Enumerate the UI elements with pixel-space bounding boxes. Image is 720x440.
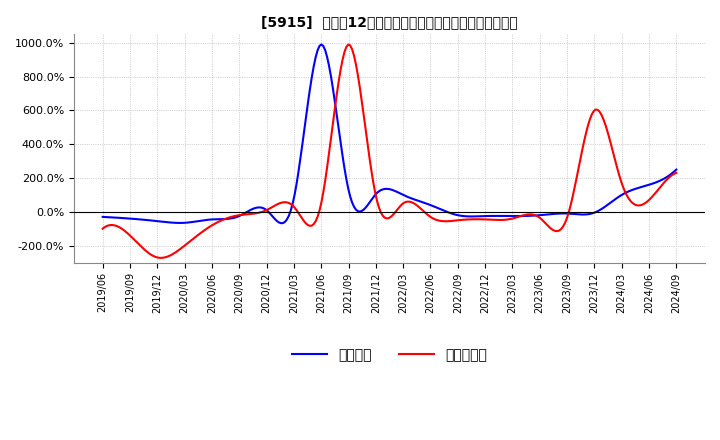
Line: 当期純利益: 当期純利益 — [103, 44, 676, 258]
経常利益 — [672, 167, 680, 172]
当期純利益 — [622, 192, 631, 197]
当期純利益 — [442, 219, 451, 224]
Line: 経常利益: 経常利益 — [103, 44, 676, 223]
経常利益 — [100, 214, 109, 220]
当期純利益 — [100, 224, 109, 230]
当期純利益 — [344, 42, 353, 47]
Title: [5915]  利益の12か月移動合計の対前年同期増減率の推移: [5915] 利益の12か月移動合計の対前年同期増減率の推移 — [261, 15, 518, 29]
当期純利益 — [454, 218, 462, 223]
経常利益 — [454, 213, 462, 218]
当期純利益 — [156, 255, 165, 260]
当期純利益 — [672, 170, 680, 176]
経常利益 — [622, 190, 631, 195]
当期純利益 — [585, 117, 594, 122]
経常利益 — [444, 209, 452, 215]
Legend: 経常利益, 当期純利益: 経常利益, 当期純利益 — [287, 342, 492, 367]
経常利益 — [442, 209, 451, 214]
経常利益 — [317, 42, 325, 47]
経常利益 — [99, 214, 107, 220]
当期純利益 — [99, 226, 107, 231]
経常利益 — [276, 220, 285, 226]
経常利益 — [585, 211, 594, 216]
当期純利益 — [444, 219, 452, 224]
